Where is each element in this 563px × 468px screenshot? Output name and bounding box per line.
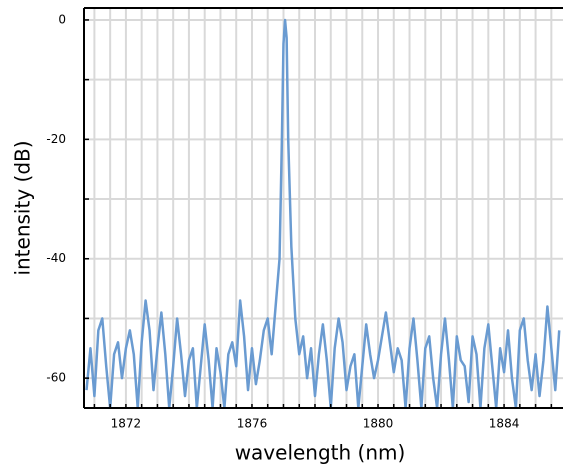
y-tick-label: -60 <box>46 371 66 385</box>
y-tick-label: -20 <box>46 132 66 146</box>
y-axis-label: intensity (dB) <box>11 140 35 275</box>
plot-area <box>85 18 561 408</box>
axes: 0 -20 -40 -60 1872 1876 1880 1884 <box>46 7 563 431</box>
spectrum-line <box>85 18 561 408</box>
x-tick-label: 1872 <box>111 417 142 431</box>
y-tick-label: -40 <box>46 251 66 265</box>
y-tick-label: 0 <box>58 12 66 26</box>
grid <box>84 8 563 408</box>
x-tick-label: 1880 <box>363 417 394 431</box>
x-tick-label: 1876 <box>237 417 268 431</box>
x-axis-label: wavelength (nm) <box>235 441 406 465</box>
x-tick-label: 1884 <box>489 417 520 431</box>
